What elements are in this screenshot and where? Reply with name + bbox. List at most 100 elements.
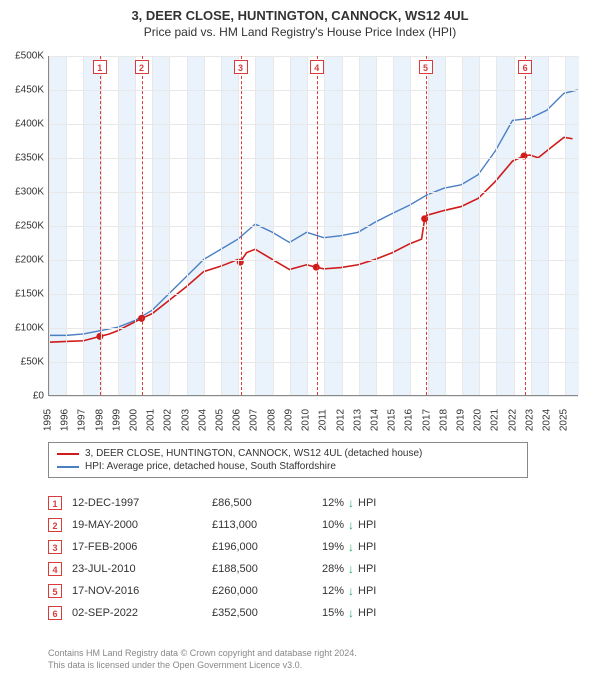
legend-swatch [57, 466, 79, 468]
event-marker-badge: 5 [419, 60, 433, 74]
event-delta: 12% ↓ HPI [322, 497, 462, 509]
event-date: 17-NOV-2016 [72, 585, 202, 597]
event-row: 2 19-MAY-2000 £113,000 10% ↓ HPI [48, 514, 528, 536]
event-marker-badge: 1 [93, 60, 107, 74]
event-price: £196,000 [212, 541, 312, 553]
event-row: 4 23-JUL-2010 £188,500 28% ↓ HPI [48, 558, 528, 580]
x-tick-label: 2017 [421, 409, 432, 431]
event-badge: 3 [48, 540, 62, 554]
chart-plot-area: 1 2 3 4 5 6 [48, 56, 578, 396]
event-date: 02-SEP-2022 [72, 607, 202, 619]
x-tick-label: 2025 [559, 409, 570, 431]
legend-label: 3, DEER CLOSE, HUNTINGTON, CANNOCK, WS12… [85, 448, 422, 459]
x-tick-label: 2019 [455, 409, 466, 431]
event-row: 5 17-NOV-2016 £260,000 12% ↓ HPI [48, 580, 528, 602]
title-line2: Price paid vs. HM Land Registry's House … [10, 25, 590, 39]
y-tick-label: £400K [0, 119, 44, 130]
event-price: £188,500 [212, 563, 312, 575]
x-tick-label: 2004 [197, 409, 208, 431]
x-tick-label: 2006 [232, 409, 243, 431]
x-tick-label: 2023 [524, 409, 535, 431]
event-marker-badge: 3 [234, 60, 248, 74]
x-tick-label: 2018 [438, 409, 449, 431]
x-tick-label: 2021 [490, 409, 501, 431]
event-row: 6 02-SEP-2022 £352,500 15% ↓ HPI [48, 602, 528, 624]
x-tick-label: 2011 [318, 409, 329, 431]
x-tick-label: 1996 [60, 409, 71, 431]
y-tick-label: £500K [0, 51, 44, 62]
legend-label: HPI: Average price, detached house, Sout… [85, 461, 336, 472]
title-line1: 3, DEER CLOSE, HUNTINGTON, CANNOCK, WS12… [10, 8, 590, 23]
arrow-down-icon: ↓ [348, 563, 354, 575]
footer-line: This data is licensed under the Open Gov… [48, 660, 558, 672]
event-price: £113,000 [212, 519, 312, 531]
x-tick-label: 2016 [404, 409, 415, 431]
x-tick-label: 2022 [507, 409, 518, 431]
y-tick-label: £250K [0, 221, 44, 232]
event-badge: 2 [48, 518, 62, 532]
event-delta: 15% ↓ HPI [322, 607, 462, 619]
x-tick-label: 2002 [163, 409, 174, 431]
x-tick-label: 2015 [387, 409, 398, 431]
event-marker-badge: 2 [135, 60, 149, 74]
x-tick-label: 2009 [283, 409, 294, 431]
x-tick-label: 2007 [249, 409, 260, 431]
y-tick-label: £350K [0, 153, 44, 164]
footer-line: Contains HM Land Registry data © Crown c… [48, 648, 558, 660]
x-tick-label: 1995 [43, 409, 54, 431]
y-tick-label: £0 [0, 391, 44, 402]
event-marker-badge: 4 [310, 60, 324, 74]
event-price: £260,000 [212, 585, 312, 597]
x-tick-label: 2013 [352, 409, 363, 431]
x-tick-label: 2001 [146, 409, 157, 431]
y-tick-label: £100K [0, 323, 44, 334]
x-tick-label: 2012 [335, 409, 346, 431]
y-tick-label: £300K [0, 187, 44, 198]
event-row: 3 17-FEB-2006 £196,000 19% ↓ HPI [48, 536, 528, 558]
x-tick-label: 2008 [266, 409, 277, 431]
event-date: 17-FEB-2006 [72, 541, 202, 553]
x-tick-label: 2003 [180, 409, 191, 431]
event-delta: 28% ↓ HPI [322, 563, 462, 575]
y-tick-label: £50K [0, 357, 44, 368]
event-date: 12-DEC-1997 [72, 497, 202, 509]
x-tick-label: 2014 [369, 409, 380, 431]
event-price: £352,500 [212, 607, 312, 619]
footer-attribution: Contains HM Land Registry data © Crown c… [48, 648, 558, 671]
legend-swatch [57, 453, 79, 455]
legend-item: HPI: Average price, detached house, Sout… [57, 460, 519, 473]
event-marker-badge: 6 [518, 60, 532, 74]
legend-item: 3, DEER CLOSE, HUNTINGTON, CANNOCK, WS12… [57, 447, 519, 460]
chart-title: 3, DEER CLOSE, HUNTINGTON, CANNOCK, WS12… [0, 0, 600, 43]
events-table: 1 12-DEC-1997 £86,500 12% ↓ HPI 2 19-MAY-2000… [48, 492, 528, 624]
y-tick-label: £200K [0, 255, 44, 266]
y-tick-label: £450K [0, 85, 44, 96]
x-tick-label: 1997 [77, 409, 88, 431]
arrow-down-icon: ↓ [348, 497, 354, 509]
x-tick-label: 2000 [129, 409, 140, 431]
event-row: 1 12-DEC-1997 £86,500 12% ↓ HPI [48, 492, 528, 514]
event-badge: 1 [48, 496, 62, 510]
legend-box: 3, DEER CLOSE, HUNTINGTON, CANNOCK, WS12… [48, 442, 528, 478]
event-badge: 5 [48, 584, 62, 598]
arrow-down-icon: ↓ [348, 519, 354, 531]
x-tick-label: 2024 [542, 409, 553, 431]
x-axis-labels: 1995199619971998199920002001200220032004… [48, 398, 578, 438]
event-date: 23-JUL-2010 [72, 563, 202, 575]
x-tick-label: 2020 [473, 409, 484, 431]
event-delta: 10% ↓ HPI [322, 519, 462, 531]
x-tick-label: 2005 [215, 409, 226, 431]
event-delta: 19% ↓ HPI [322, 541, 462, 553]
event-price: £86,500 [212, 497, 312, 509]
arrow-down-icon: ↓ [348, 585, 354, 597]
y-tick-label: £150K [0, 289, 44, 300]
x-tick-label: 1998 [94, 409, 105, 431]
event-badge: 4 [48, 562, 62, 576]
x-tick-label: 2010 [301, 409, 312, 431]
event-date: 19-MAY-2000 [72, 519, 202, 531]
x-tick-label: 1999 [111, 409, 122, 431]
event-delta: 12% ↓ HPI [322, 585, 462, 597]
event-badge: 6 [48, 606, 62, 620]
arrow-down-icon: ↓ [348, 607, 354, 619]
arrow-down-icon: ↓ [348, 541, 354, 553]
